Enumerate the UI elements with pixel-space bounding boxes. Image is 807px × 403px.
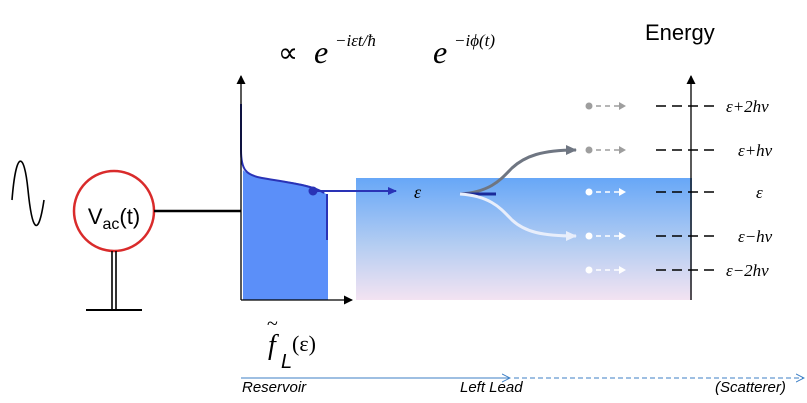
level-dot xyxy=(585,232,593,240)
source-label-sub: ac xyxy=(103,216,120,233)
region-lead: Left Lead xyxy=(460,379,523,396)
level-label: ε+hv xyxy=(738,141,773,160)
f-symbol: f xyxy=(268,330,279,361)
source-label-main: V xyxy=(88,204,103,229)
exp-power-1: −iεt/ħ xyxy=(335,31,376,50)
level-arrowhead xyxy=(619,146,626,154)
fermi-fill xyxy=(243,170,328,300)
tilde-mark: ~ xyxy=(267,313,278,335)
level-arrowhead xyxy=(619,188,626,196)
exp-power-2: −iϕ(t) xyxy=(454,31,495,50)
level-label: ε−hv xyxy=(738,227,773,246)
level-label: ε xyxy=(756,183,763,202)
level-label: ε+2hv xyxy=(726,97,769,116)
level-dot xyxy=(585,266,593,274)
level-eps-plus-hv: ε+hv xyxy=(585,141,773,160)
source-ring xyxy=(72,169,156,253)
proportional-symbol: ∝ xyxy=(278,38,298,69)
level-dot xyxy=(585,102,593,110)
region-reservoir: Reservoir xyxy=(242,379,307,396)
exp-base-1: e xyxy=(314,34,328,70)
level-eps-minus-2hv: ε−2hv xyxy=(585,261,769,280)
distribution-label: ~ f L (ε) xyxy=(267,313,316,373)
lead-region xyxy=(356,178,692,300)
level-arrowhead xyxy=(619,232,626,240)
split-down-arrow xyxy=(459,192,577,241)
split-up-arrow xyxy=(459,145,577,196)
f-subscript: L xyxy=(281,351,292,373)
region-bar: Reservoir Left Lead (Scatterer) xyxy=(241,378,804,396)
level-dot xyxy=(585,146,593,154)
level-label: ε−2hv xyxy=(726,261,769,280)
level-dot xyxy=(585,188,593,196)
reservoir-distribution xyxy=(240,104,328,300)
energy-axis-title: Energy xyxy=(645,20,715,45)
phase-factor: ∝ e −iεt/ħ e −iϕ(t) xyxy=(278,31,495,70)
source-label-arg: (t) xyxy=(119,204,140,229)
incoming-electron xyxy=(308,186,318,196)
level-eps: ε xyxy=(585,183,763,202)
level-eps-plus-2hv: ε+2hv xyxy=(585,97,769,116)
exp-base-2: e xyxy=(433,34,447,70)
sine-wave-icon xyxy=(11,160,45,227)
incoming-epsilon: ε xyxy=(414,182,422,202)
f-argument: (ε) xyxy=(292,331,316,356)
ac-source: Vac(t) xyxy=(11,160,241,311)
level-eps-minus-hv: ε−hv xyxy=(585,227,773,246)
region-scatterer: (Scatterer) xyxy=(715,379,786,396)
source-label: Vac(t) xyxy=(88,204,140,233)
level-arrowhead xyxy=(619,102,626,110)
fermi-curve xyxy=(240,104,325,194)
level-arrowhead xyxy=(619,266,626,274)
